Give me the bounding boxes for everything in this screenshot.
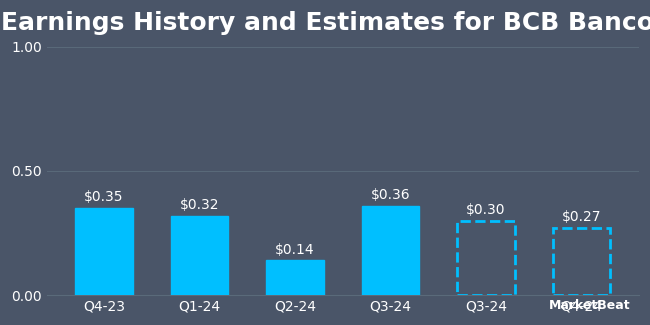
Text: $0.30: $0.30 <box>466 203 506 217</box>
Bar <box>266 260 324 295</box>
Text: $0.32: $0.32 <box>180 198 219 212</box>
Text: $0.35: $0.35 <box>84 190 124 204</box>
Text: $0.27: $0.27 <box>562 210 601 224</box>
Text: $0.36: $0.36 <box>370 188 410 202</box>
Bar <box>75 208 133 295</box>
Bar <box>171 215 228 295</box>
Title: Earnings History and Estimates for BCB Bancorp: Earnings History and Estimates for BCB B… <box>1 11 650 35</box>
Text: MarketBeat: MarketBeat <box>549 299 630 312</box>
Bar <box>362 206 419 295</box>
Text: $0.14: $0.14 <box>275 242 315 256</box>
